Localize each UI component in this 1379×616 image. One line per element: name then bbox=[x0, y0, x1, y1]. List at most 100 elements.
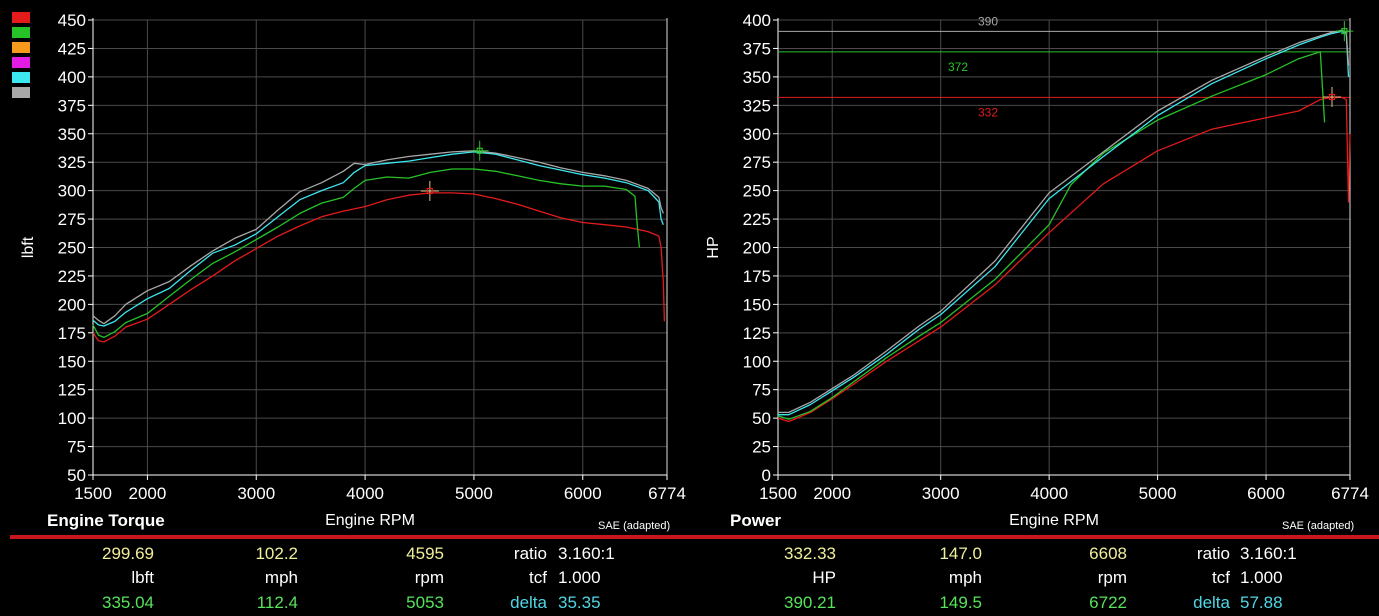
tcf-value-right: 1.000 bbox=[1240, 568, 1283, 587]
torque-peak-rpm: 5053 bbox=[406, 593, 444, 612]
power-peak-rpm: 6722 bbox=[1089, 593, 1127, 612]
x-tick-label: 1500 bbox=[759, 484, 797, 503]
y-axis-label: lbft bbox=[20, 236, 37, 258]
delta-label-right: delta bbox=[1193, 593, 1230, 612]
marker-box bbox=[426, 187, 433, 195]
y-tick-label: 300 bbox=[743, 125, 771, 144]
y-tick-label: 375 bbox=[743, 39, 771, 58]
ratio-label: ratio bbox=[513, 544, 547, 563]
x-tick-label: 2000 bbox=[129, 484, 167, 503]
y-tick-label: 0 bbox=[762, 466, 771, 485]
y-tick-label: 50 bbox=[752, 409, 771, 428]
delta-label: delta bbox=[510, 593, 547, 612]
ratio-value: 3.160:1 bbox=[558, 544, 615, 563]
y-tick-label: 125 bbox=[58, 381, 86, 400]
marker-red bbox=[1322, 86, 1341, 107]
power-value: 332.33 bbox=[784, 544, 836, 563]
legend-swatch-red[interactable] bbox=[12, 12, 30, 23]
y-tick-label: 325 bbox=[743, 96, 771, 115]
y-tick-label: 125 bbox=[743, 324, 771, 343]
y-tick-label: 425 bbox=[58, 39, 86, 58]
x-tick-label: 5000 bbox=[1139, 484, 1177, 503]
y-tick-label: 250 bbox=[743, 182, 771, 201]
marker-box bbox=[1328, 93, 1336, 101]
marker-green bbox=[470, 140, 489, 161]
x-tick-label: 6000 bbox=[564, 484, 602, 503]
power-peak-mph: 149.5 bbox=[939, 593, 982, 612]
y-tick-label: 225 bbox=[58, 267, 86, 286]
legend-swatch-gray[interactable] bbox=[12, 87, 30, 98]
torque-value: 299.69 bbox=[102, 544, 154, 563]
y-tick-label: 175 bbox=[58, 324, 86, 343]
y-axis-label: HP bbox=[705, 236, 722, 258]
unit-lbft: lbft bbox=[131, 568, 154, 587]
tcf-value: 1.000 bbox=[558, 568, 601, 587]
marker-box bbox=[476, 147, 483, 154]
delta-value: 35.35 bbox=[558, 593, 601, 612]
y-tick-label: 400 bbox=[58, 68, 86, 87]
delta-value-right: 57.88 bbox=[1240, 593, 1283, 612]
ref-line-label: 332 bbox=[978, 105, 998, 119]
x-tick-label: 4000 bbox=[346, 484, 384, 503]
ratio-label-right: ratio bbox=[1196, 544, 1230, 563]
x-tick-label: 6774 bbox=[648, 484, 686, 503]
x-tick-label: 2000 bbox=[813, 484, 851, 503]
y-tick-label: 300 bbox=[58, 182, 86, 201]
unit-mph-right: mph bbox=[948, 568, 982, 587]
unit-mph: mph bbox=[264, 568, 298, 587]
unit-hp: HP bbox=[812, 568, 836, 587]
legend-swatch-green[interactable] bbox=[12, 27, 30, 38]
power-peak-value: 390.21 bbox=[784, 593, 836, 612]
y-tick-label: 25 bbox=[752, 438, 771, 457]
x-tick-label: 3000 bbox=[922, 484, 960, 503]
y-tick-label: 100 bbox=[58, 409, 86, 428]
power-note: SAE (adapted) bbox=[1282, 520, 1355, 532]
legend-swatch-magenta[interactable] bbox=[12, 57, 30, 68]
y-tick-label: 400 bbox=[743, 11, 771, 30]
y-tick-label: 225 bbox=[743, 210, 771, 229]
y-tick-label: 150 bbox=[58, 352, 86, 371]
torque-peak-value: 335.04 bbox=[102, 593, 154, 612]
power-title: Power bbox=[730, 511, 782, 530]
y-tick-label: 450 bbox=[58, 11, 86, 30]
power-chart: 0 25 50 75 100 125 150 175 200 225 250 275 300 325 350… bbox=[705, 11, 1369, 529]
marker-green bbox=[1335, 21, 1354, 42]
y-tick-label: 150 bbox=[743, 295, 771, 314]
torque-title: Engine Torque bbox=[47, 511, 165, 530]
x-axis-label: Engine RPM bbox=[1009, 512, 1099, 529]
torque-mph-value: 102.2 bbox=[255, 544, 298, 563]
x-axis-label: Engine RPM bbox=[325, 512, 415, 529]
unit-rpm: rpm bbox=[414, 568, 444, 587]
y-tick-label: 175 bbox=[743, 267, 771, 286]
ratio-value-right: 3.160:1 bbox=[1240, 544, 1297, 563]
x-tick-label: 1500 bbox=[74, 484, 112, 503]
legend bbox=[12, 12, 32, 102]
y-tick-label: 200 bbox=[58, 295, 86, 314]
marker-box bbox=[1341, 28, 1348, 35]
y-tick-label: 75 bbox=[67, 438, 86, 457]
ref-line-label: 372 bbox=[948, 60, 968, 74]
torque-chart: 50 75 100 125 150 175 200 225 250 275 300 325 350 375… bbox=[20, 11, 686, 529]
legend-swatch-orange[interactable] bbox=[12, 42, 30, 53]
y-tick-label: 375 bbox=[58, 96, 86, 115]
series-line-cyan bbox=[92, 151, 664, 327]
y-tick-label: 50 bbox=[67, 466, 86, 485]
y-tick-label: 100 bbox=[743, 352, 771, 371]
x-tick-label: 6000 bbox=[1247, 484, 1285, 503]
tcf-label: tcf bbox=[529, 568, 547, 587]
y-tick-label: 275 bbox=[743, 153, 771, 172]
unit-rpm-right: rpm bbox=[1097, 568, 1127, 587]
x-tick-label: 3000 bbox=[237, 484, 275, 503]
y-tick-label: 325 bbox=[58, 153, 86, 172]
y-tick-label: 275 bbox=[58, 210, 86, 229]
series-line-green bbox=[92, 168, 641, 339]
torque-note: SAE (adapted) bbox=[598, 520, 671, 532]
x-tick-label: 5000 bbox=[455, 484, 493, 503]
divider-line bbox=[10, 535, 1379, 539]
series-line-gray bbox=[92, 150, 664, 325]
series-line-red bbox=[92, 192, 666, 343]
y-tick-label: 350 bbox=[743, 68, 771, 87]
series-line-red bbox=[777, 96, 1351, 423]
legend-swatch-cyan[interactable] bbox=[12, 72, 30, 83]
power-mph-value: 147.0 bbox=[939, 544, 982, 563]
